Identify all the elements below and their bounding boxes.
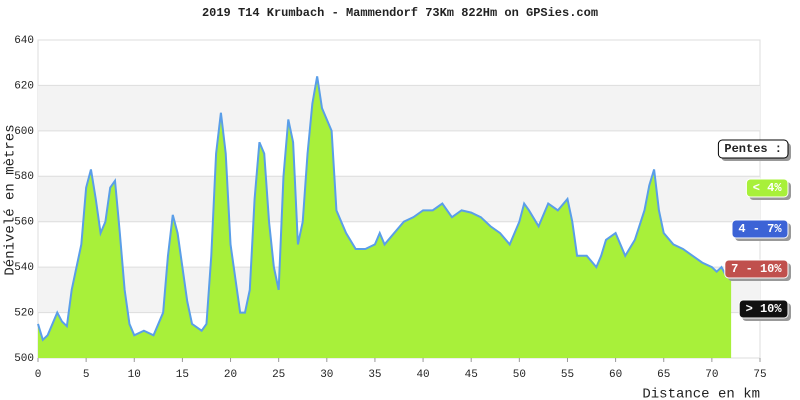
legend-swatch	[738, 299, 789, 319]
x-tick-label: 65	[657, 369, 670, 381]
x-tick-label: 70	[705, 369, 718, 381]
y-tick-label: 560	[14, 217, 34, 229]
legend-title: Pentes :	[724, 142, 782, 156]
elevation-line	[37, 76, 732, 342]
y-tick-label: 580	[14, 171, 34, 183]
legend-swatch	[731, 219, 789, 239]
elevation-area	[38, 76, 732, 358]
x-axis-label: Distance en km	[642, 387, 760, 400]
legend-swatch	[724, 259, 789, 279]
x-tick-label: 30	[320, 369, 333, 381]
x-tick-label: 55	[561, 369, 574, 381]
x-tick-label: 10	[128, 369, 141, 381]
y-tick-label: 500	[14, 353, 34, 365]
y-tick-label: 520	[14, 307, 34, 319]
x-tick-label: 25	[272, 369, 285, 381]
x-tick-label: 35	[368, 369, 381, 381]
grid-band	[38, 85, 760, 131]
legend-label: > 10%	[746, 302, 783, 316]
x-tick-label: 50	[513, 369, 526, 381]
x-tick-label: 75	[753, 369, 766, 381]
y-tick-label: 600	[14, 126, 34, 138]
y-tick-label: 640	[14, 35, 34, 47]
y-tick-label: 620	[14, 80, 34, 92]
legend-swatch	[745, 178, 789, 198]
chart-title: 2019 T14 Krumbach - Mammendorf 73Km 822H…	[202, 6, 598, 20]
x-tick-label: 15	[176, 369, 189, 381]
legend-label: < 4%	[753, 181, 783, 195]
legend-box	[717, 139, 789, 159]
x-tick-label: 45	[465, 369, 478, 381]
x-tick-label: 20	[224, 369, 237, 381]
legend-label: 4 - 7%	[738, 222, 782, 236]
x-tick-label: 0	[35, 369, 42, 381]
x-tick-label: 5	[83, 369, 90, 381]
legend-label: 7 - 10%	[731, 262, 782, 276]
grid-band	[38, 176, 760, 222]
y-axis-label: Dénivelé en mètres	[3, 124, 19, 275]
x-tick-label: 60	[609, 369, 622, 381]
x-tick-label: 40	[416, 369, 429, 381]
y-tick-label: 540	[14, 262, 34, 274]
